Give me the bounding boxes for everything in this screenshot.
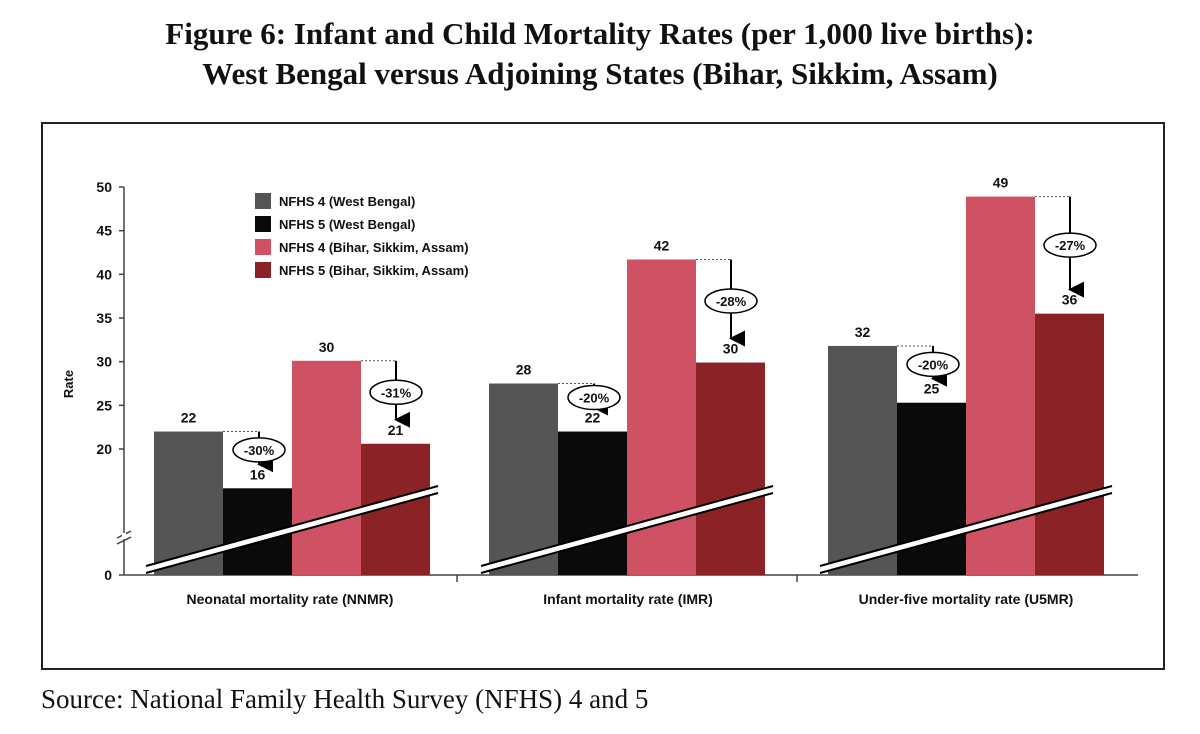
change-percent-label: -27% — [1055, 238, 1086, 253]
y-tick-label: 45 — [96, 223, 112, 239]
legend-swatch — [255, 193, 271, 209]
y-tick-label: 40 — [96, 266, 112, 282]
bar-value-label: 36 — [1062, 292, 1078, 308]
y-tick-label: 20 — [96, 441, 112, 457]
legend-label: NFHS 4 (Bihar, Sikkim, Assam) — [279, 240, 469, 255]
bar-value-label: 28 — [516, 362, 532, 378]
y-tick-label: 25 — [96, 397, 112, 413]
legend-label: NFHS 5 (West Bengal) — [279, 217, 415, 232]
change-badge — [232, 437, 286, 463]
y-tick-label: 50 — [96, 179, 112, 195]
change-percent-label: -31% — [381, 385, 412, 400]
legend-swatch — [255, 239, 271, 255]
y-axis-break-mark — [116, 536, 132, 545]
change-percent-label: -20% — [918, 357, 949, 372]
axis-break-band — [481, 486, 773, 573]
bar-value-label: 22 — [585, 410, 601, 426]
bar-value-label: 30 — [723, 341, 739, 357]
change-badge — [369, 379, 423, 406]
bar-value-label: 25 — [924, 381, 940, 397]
change-badge — [906, 351, 960, 378]
source-note: Source: National Family Health Survey (N… — [41, 684, 649, 714]
bar-value-label: 21 — [388, 422, 404, 438]
axis-break-line — [145, 485, 439, 567]
bar — [696, 362, 765, 575]
bar — [489, 383, 558, 575]
bar-value-label: 30 — [319, 339, 335, 355]
figure-title: Figure 6: Infant and Child Mortality Rat… — [0, 14, 1200, 94]
figure-title-line2: West Bengal versus Adjoining States (Bih… — [202, 56, 998, 91]
y-axis-label: Rate — [61, 370, 76, 398]
category-label: Under-five mortality rate (U5MR) — [859, 591, 1074, 607]
legend-swatch — [255, 262, 271, 278]
y-tick-label: 0 — [104, 567, 112, 583]
axis-break-line — [819, 492, 1113, 574]
y-tick-label: 30 — [96, 354, 112, 370]
bar-value-label: 22 — [181, 410, 197, 426]
category-label: Infant mortality rate (IMR) — [543, 591, 713, 607]
axis-break-line — [145, 492, 439, 574]
change-badge — [1043, 232, 1097, 258]
legend-label: NFHS 5 (Bihar, Sikkim, Assam) — [279, 263, 469, 278]
legend-label: NFHS 4 (West Bengal) — [279, 194, 415, 209]
bar — [828, 345, 897, 575]
axis-break-line — [819, 485, 1113, 567]
change-percent-label: -20% — [579, 391, 610, 406]
figure-title-line1: Figure 6: Infant and Child Mortality Rat… — [165, 16, 1035, 51]
bar — [558, 431, 627, 575]
change-percent-label: -28% — [716, 294, 747, 309]
change-percent-label: -30% — [244, 443, 275, 458]
y-axis-break-gap — [122, 533, 126, 539]
change-badge — [704, 288, 758, 314]
bar-value-label: 16 — [250, 466, 266, 482]
change-badge — [567, 384, 621, 411]
chart-frame — [41, 122, 1165, 670]
bar — [292, 360, 361, 575]
bar-value-label: 49 — [993, 175, 1009, 191]
axis-break-line — [480, 492, 774, 574]
axis-break-line — [480, 485, 774, 567]
axis-break-band — [820, 486, 1112, 573]
bar — [1035, 313, 1104, 575]
bar-value-label: 42 — [654, 237, 670, 253]
y-tick-label: 35 — [96, 310, 112, 326]
category-label: Neonatal mortality rate (NNMR) — [187, 591, 394, 607]
legend-swatch — [255, 216, 271, 232]
bar-value-label: 32 — [855, 324, 871, 340]
axis-break-band — [146, 486, 438, 573]
